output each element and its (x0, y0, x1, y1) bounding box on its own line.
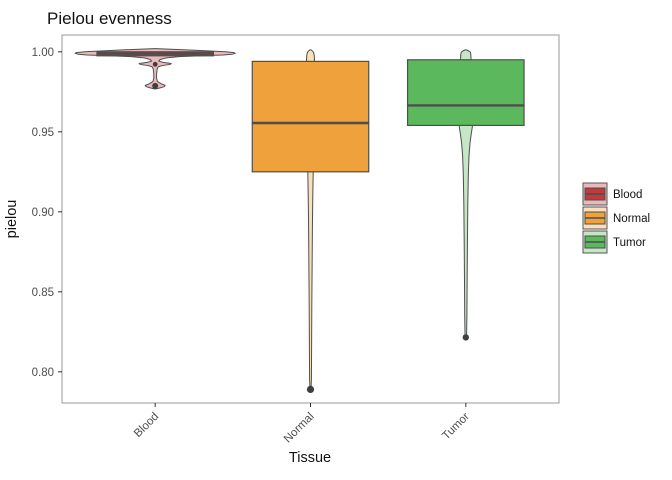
box-normal (251, 60, 370, 173)
chart-title: Pielou evenness (47, 9, 172, 28)
y-tick-label: 0.85 (32, 287, 54, 299)
outlier-dot-blood (152, 61, 158, 67)
outlier-dot-blood (152, 82, 159, 89)
box-tumor (406, 59, 525, 126)
y-tick-label: 1.00 (32, 47, 54, 59)
legend-label-tumor: Tumor (613, 237, 646, 249)
x-tick-label: Tumor (440, 411, 472, 443)
y-axis-title: pielou (4, 200, 20, 239)
y-tick-label: 0.95 (32, 127, 54, 139)
legend-label-normal: Normal (613, 213, 650, 225)
violin-blood (74, 48, 236, 90)
outlier-dot-normal (306, 385, 315, 393)
y-tick-label: 0.80 (32, 367, 54, 379)
x-axis-title: Tissue (289, 450, 331, 466)
x-tick-label: Blood (132, 411, 161, 440)
legend-label-blood: Blood (613, 189, 642, 201)
outlier-dot-tumor (462, 334, 470, 341)
y-tick-label: 0.90 (32, 207, 54, 219)
x-tick-label: Normal (282, 411, 317, 446)
